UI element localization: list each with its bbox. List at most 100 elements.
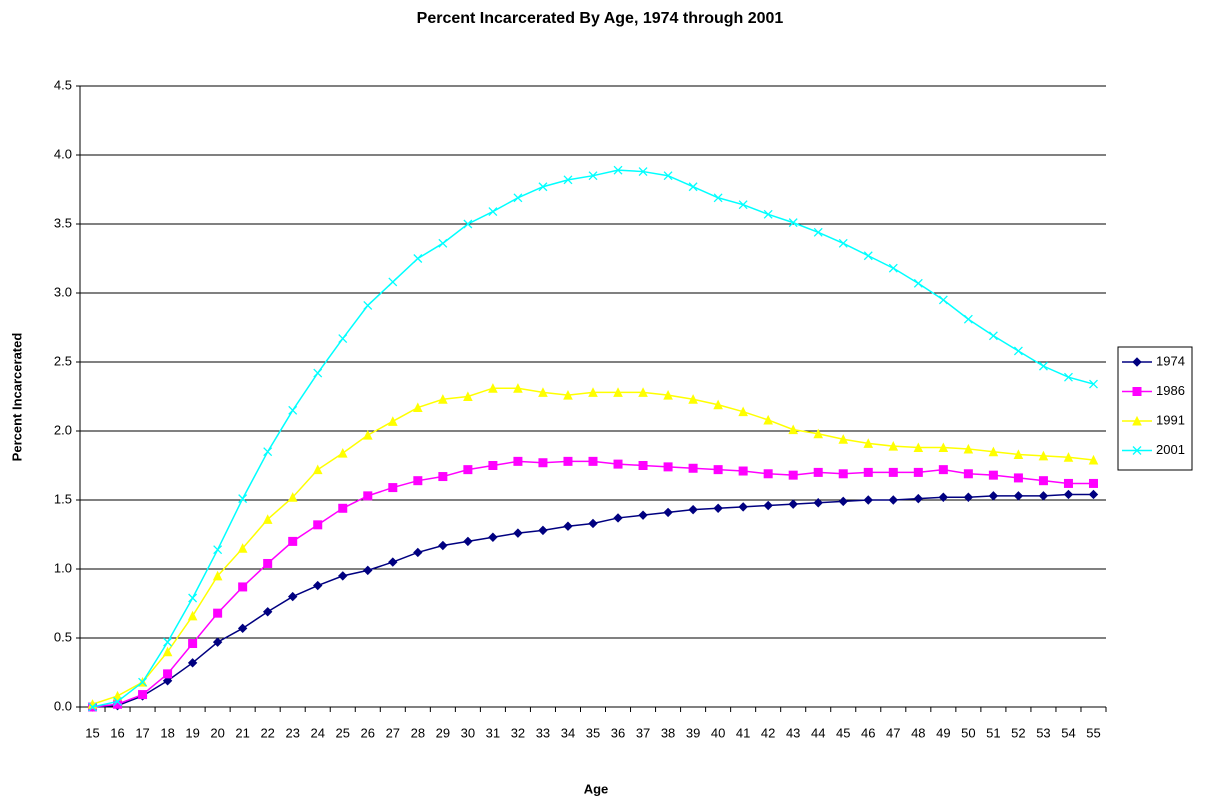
data-point [613, 165, 623, 175]
x-tick-label: 27 [386, 725, 400, 740]
x-tick-label: 44 [811, 725, 825, 740]
x-tick-label: 43 [786, 725, 800, 740]
y-tick-label: 3.5 [54, 215, 72, 230]
data-point [438, 394, 448, 404]
x-tick-label: 34 [561, 725, 575, 740]
data-point [863, 495, 873, 505]
data-point [463, 219, 473, 229]
data-point [963, 469, 973, 479]
data-point [388, 277, 398, 287]
data-point [463, 391, 473, 401]
legend-label: 1974 [1156, 353, 1185, 368]
x-tick-label: 47 [886, 725, 900, 740]
data-point [763, 469, 773, 479]
data-point [788, 470, 798, 480]
data-point [938, 442, 949, 453]
data-point [312, 464, 323, 475]
data-point [1064, 372, 1073, 382]
data-point [513, 193, 523, 203]
data-point [788, 218, 798, 228]
data-point [763, 209, 773, 219]
data-point [163, 637, 173, 647]
data-point [888, 495, 898, 505]
data-point [163, 669, 173, 679]
data-point [413, 476, 423, 486]
x-tick-label: 51 [986, 725, 1000, 740]
x-tick-label: 19 [185, 725, 199, 740]
data-point [463, 536, 473, 547]
data-point [563, 456, 573, 466]
y-tick-label: 4.5 [54, 77, 72, 92]
data-point [138, 677, 148, 687]
data-point [313, 580, 323, 591]
data-point [1013, 449, 1024, 459]
data-point [213, 608, 223, 618]
x-tick-label: 30 [461, 725, 475, 740]
data-point [363, 491, 373, 501]
data-point [188, 593, 198, 603]
data-point [1013, 491, 1024, 501]
legend-marker [1132, 357, 1142, 367]
legend-label: 2001 [1156, 442, 1185, 457]
data-point [313, 368, 323, 378]
data-point [313, 520, 323, 530]
data-point [1038, 491, 1049, 501]
data-point [413, 254, 423, 263]
data-point [1038, 476, 1048, 486]
data-point [838, 238, 848, 248]
data-point [438, 472, 448, 482]
data-point [938, 295, 948, 305]
data-point [162, 646, 173, 657]
data-point [138, 690, 148, 700]
x-tick-label: 49 [936, 725, 950, 740]
x-axis-label: Age [584, 781, 609, 796]
data-point [263, 447, 273, 457]
data-point [988, 331, 998, 341]
y-tick-label: 4.0 [54, 146, 72, 161]
data-point [288, 591, 298, 602]
data-point [688, 463, 698, 473]
data-point [838, 496, 848, 507]
data-point [663, 462, 673, 472]
data-point [212, 570, 223, 581]
data-point [963, 492, 974, 502]
data-point [638, 167, 648, 177]
x-tick-label: 54 [1061, 725, 1075, 740]
data-point [738, 200, 748, 210]
data-point [438, 238, 448, 248]
x-tick-label: 17 [135, 725, 149, 740]
data-point [913, 442, 924, 453]
data-point [738, 466, 748, 476]
data-point [413, 402, 423, 413]
legend-label: 1991 [1156, 412, 1185, 427]
data-point [738, 406, 748, 417]
data-point [338, 503, 348, 513]
data-point [363, 300, 373, 310]
data-point [688, 504, 698, 515]
data-point [187, 610, 198, 621]
data-point [563, 390, 573, 400]
data-point [237, 623, 248, 634]
x-tick-label: 33 [536, 725, 550, 740]
data-point [863, 438, 874, 448]
data-point [888, 441, 899, 451]
data-point [588, 387, 598, 397]
data-point [1063, 489, 1074, 500]
data-point [713, 465, 723, 475]
data-point [913, 493, 924, 504]
x-tick-label: 40 [711, 725, 725, 740]
data-point [638, 510, 648, 520]
data-point [688, 182, 698, 192]
data-point [513, 456, 523, 466]
data-point [813, 227, 823, 237]
data-point [863, 467, 873, 477]
legend-marker [1132, 446, 1142, 455]
x-tick-label: 52 [1011, 725, 1025, 740]
data-point [788, 424, 799, 435]
data-point [1063, 452, 1074, 462]
data-point [488, 383, 498, 393]
data-point [237, 543, 248, 553]
data-point [287, 492, 298, 502]
legend-box [1117, 346, 1193, 471]
x-tick-label: 42 [761, 725, 775, 740]
